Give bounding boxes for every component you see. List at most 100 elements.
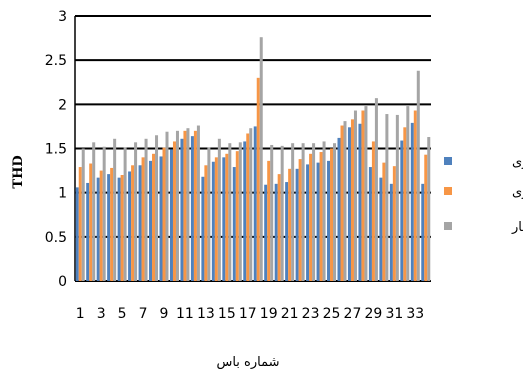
bar-2-7 [141, 157, 145, 281]
bar-3-2 [92, 142, 96, 281]
x-tick-label: 5 [118, 306, 127, 322]
bar-3-22 [301, 143, 305, 281]
bar-2-16 [235, 151, 239, 281]
bar-2-29 [371, 141, 375, 281]
bar-2-4 [110, 167, 114, 281]
bar-3-18 [259, 37, 263, 282]
bar-1-19 [264, 184, 268, 281]
bar-1-12 [190, 136, 194, 281]
bar-2-10 [172, 141, 176, 281]
x-tick-label: 15 [218, 306, 236, 322]
bar-2-18 [256, 77, 260, 281]
bar-3-28 [364, 106, 368, 281]
bar-1-3 [96, 177, 100, 281]
bar-1-10 [169, 149, 173, 281]
bar-2-17 [246, 133, 250, 281]
bar-2-26 [340, 125, 344, 282]
bar-3-11 [186, 128, 190, 281]
bar-3-14 [217, 138, 221, 281]
bar-2-30 [382, 162, 386, 281]
bar-1-8 [149, 160, 153, 281]
bar-1-29 [368, 167, 372, 281]
bar-2-34 [424, 154, 428, 281]
bar-1-24 [316, 162, 320, 281]
bar-2-31 [392, 166, 396, 281]
bar-2-5 [120, 175, 124, 281]
bar-2-6 [131, 165, 135, 281]
bar-3-3 [102, 146, 106, 281]
bar-2-24 [319, 152, 323, 281]
bar-1-30 [379, 177, 383, 281]
bar-1-7 [138, 165, 142, 281]
bar-2-19 [267, 160, 271, 281]
bar-1-27 [347, 127, 351, 281]
bar-1-9 [159, 156, 163, 281]
bar-2-11 [183, 130, 187, 281]
bar-3-23 [312, 143, 316, 281]
bar-1-32 [400, 140, 404, 281]
bar-1-28 [358, 123, 362, 282]
y-tick-label: 0 [58, 274, 67, 290]
bar-1-16 [232, 167, 236, 281]
x-tick-label: 11 [176, 306, 194, 322]
bars [75, 37, 431, 282]
x-tick-label: 19 [260, 306, 278, 322]
bar-3-25 [333, 143, 337, 281]
bar-2-13 [204, 165, 208, 281]
bar-3-34 [427, 137, 431, 281]
x-tick-label: 9 [160, 306, 169, 322]
x-tick-label: 27 [344, 306, 362, 322]
bar-2-22 [298, 159, 302, 281]
bar-3-17 [249, 128, 253, 281]
bar-2-3 [99, 170, 103, 281]
x-tick-label: 29 [364, 306, 382, 322]
bar-3-12 [196, 125, 200, 282]
bar-2-27 [350, 119, 354, 281]
x-tick-label: 7 [139, 306, 148, 322]
bar-1-21 [285, 182, 289, 281]
y-tick-label: 3 [58, 9, 67, 25]
bar-2-14 [214, 157, 218, 281]
legend-swatch-2 [444, 187, 452, 195]
y-tick-label: 1.5 [45, 142, 67, 158]
bar-1-4 [107, 174, 111, 281]
bar-2-8 [152, 153, 156, 281]
bar-1-1 [75, 187, 79, 281]
legend: کم باری میان باری پیک بار [444, 155, 523, 235]
y-tick-label: 0.5 [45, 230, 67, 246]
x-tick-label: 25 [323, 306, 341, 322]
bar-3-10 [175, 130, 179, 281]
x-tick-label: 13 [197, 306, 215, 322]
bar-1-34 [421, 183, 425, 281]
bar-3-29 [374, 98, 378, 282]
y-tick-label: 2 [58, 97, 67, 113]
bar-3-33 [416, 70, 420, 282]
bar-2-32 [403, 127, 407, 281]
bar-3-32 [406, 106, 410, 281]
bar-3-8 [155, 135, 159, 281]
y-tick-label: 1 [58, 186, 67, 202]
bar-1-17 [243, 141, 247, 281]
bar-3-5 [123, 147, 127, 281]
bar-3-7 [144, 138, 148, 281]
legend-swatch-1 [444, 157, 452, 165]
legend-label-2: میان باری [512, 185, 523, 200]
bar-2-21 [288, 168, 292, 281]
x-tick-label: 31 [385, 306, 403, 322]
bar-3-24 [322, 141, 326, 281]
x-tick-label: 3 [97, 306, 106, 322]
bar-1-20 [274, 183, 278, 281]
bar-3-26 [343, 121, 347, 281]
bar-1-14 [211, 161, 215, 281]
bar-1-2 [86, 182, 90, 281]
bar-2-23 [309, 153, 313, 281]
bar-3-16 [238, 142, 242, 281]
x-tick-label: 1 [76, 306, 85, 322]
bar-3-15 [228, 143, 232, 281]
bar-3-30 [385, 114, 389, 281]
bar-1-5 [117, 177, 121, 281]
bar-2-33 [413, 110, 417, 282]
bar-1-11 [180, 138, 184, 281]
bar-3-27 [353, 110, 357, 282]
